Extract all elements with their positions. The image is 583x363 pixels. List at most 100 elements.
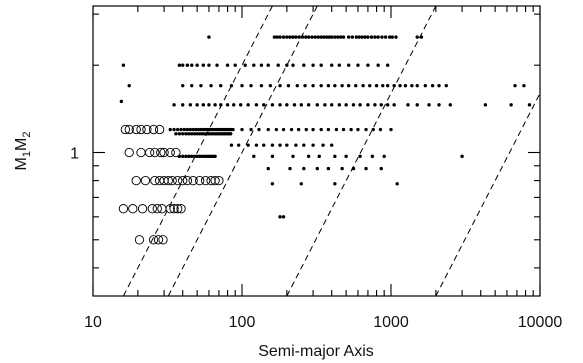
filled-dot-point [366,103,370,107]
filled-dot-point [272,35,277,39]
open-circle-point [140,175,151,186]
open-circle-point [171,147,181,158]
filled-dot-point [371,127,375,132]
filled-dot-point [344,103,348,107]
y-axis-title: M1M2 [13,132,33,171]
filled-dot-point [299,182,303,186]
filled-dot-point [286,83,291,88]
filled-dot-point [415,35,419,39]
filled-dot-point [339,35,343,39]
filled-dot-point [182,127,187,132]
filled-dot-point [394,35,398,39]
open-circle-point [200,175,211,186]
x-tick-label: 10 [84,314,102,331]
filled-dot-point [354,35,359,39]
filled-dot-point [213,154,217,159]
svg-text:M1M2: M1M2 [13,132,33,171]
filled-dot-point [326,83,331,88]
filled-dot-point [299,103,303,107]
filled-dot-point [197,132,202,136]
filled-dot-point [392,83,396,88]
filled-dot-point [376,63,380,67]
filled-dot-point [181,103,185,107]
filled-dot-point [240,127,244,132]
guide-line-1 [122,6,273,296]
filled-dot-point [366,35,370,39]
filled-dot-point [306,154,311,159]
filled-dot-point [184,132,188,136]
open-circle-point [145,147,155,158]
open-circle-point [152,204,162,214]
open-circle-point [148,235,159,245]
filled-dot-point [346,35,351,39]
filled-dot-point [369,35,374,39]
filled-dot-point [398,83,402,88]
filled-dot-point [513,83,517,88]
filled-dot-point [317,154,321,159]
filled-dot-point [378,127,383,132]
filled-dot-point [333,35,337,39]
filled-dot-point [370,154,375,159]
filled-dot-point [327,35,331,39]
filled-dot-point [437,83,441,88]
filled-dot-point [195,132,199,136]
filled-dot-point [249,83,253,88]
filled-dot-point [423,83,428,88]
filled-dot-point [275,35,279,39]
filled-dot-point [330,103,334,107]
filled-dot-point [341,127,346,132]
filled-dot-point [127,83,131,88]
filled-dot-point [324,35,329,39]
filled-dot-point [361,83,365,88]
open-circle-point [153,235,164,245]
open-circle-point [173,204,183,214]
filled-dot-point [246,143,250,147]
filled-dot-point [294,143,298,147]
filled-dot-point [281,35,286,39]
open-circle-point [134,235,145,245]
open-circle-point [173,175,183,186]
filled-dot-point [300,35,305,39]
filled-dot-point [319,127,323,132]
filled-dot-point [326,166,331,171]
filled-dot-point [259,63,264,67]
filled-dot-point [278,143,282,147]
filled-dot-point [184,154,188,159]
filled-dot-point [349,127,353,132]
filled-dot-point [357,35,361,39]
filled-dot-point [364,166,368,171]
filled-dot-point [296,127,301,132]
filled-dot-point [319,35,323,39]
filled-dot-point [363,35,367,39]
filled-dot-point [285,35,289,39]
filled-dot-point [278,83,282,88]
filled-dot-point [337,63,342,67]
filled-dot-point [229,143,234,147]
filled-dot-point [270,182,275,186]
filled-dot-point [233,63,237,67]
filled-dot-point [430,83,435,88]
filled-dot-point [172,127,176,132]
filled-dot-point [190,63,194,67]
open-circle-point [176,204,186,214]
filled-dot-point [341,35,346,39]
filled-dot-point [191,127,195,132]
filled-dot-point [294,35,298,39]
filled-dot-point [380,35,384,39]
filled-dot-point [207,63,211,67]
filled-dot-point [419,35,424,39]
x-tick-label: 100 [229,314,256,331]
filled-dot-point [278,35,282,39]
filled-dot-point [295,83,299,88]
filled-dot-point [350,35,355,39]
data-points [118,35,532,245]
filled-dot-point [209,83,213,88]
filled-dot-point [364,127,368,132]
filled-dot-point [522,83,526,88]
guide-line-4 [435,92,540,296]
filled-dot-point [278,215,282,219]
filled-dot-point [177,154,182,159]
filled-dot-point [196,127,201,132]
open-circle-point [154,124,165,135]
filled-dot-point [385,83,390,88]
